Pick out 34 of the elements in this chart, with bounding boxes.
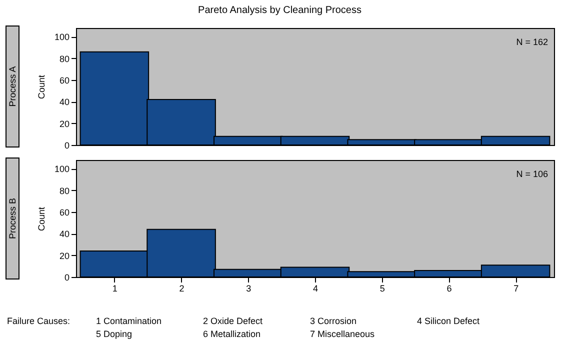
y-tick-label: 60 bbox=[59, 76, 70, 86]
annotation: N = 106 bbox=[516, 169, 548, 179]
y-tick-label: 20 bbox=[59, 250, 70, 261]
x-tick-label: 1 bbox=[112, 284, 118, 294]
y-tick-label: 20 bbox=[59, 118, 70, 129]
x-tick-label: 6 bbox=[446, 284, 452, 294]
y-tick-label: 60 bbox=[59, 208, 70, 218]
text: 7 Miscellaneous bbox=[310, 329, 376, 339]
text: 1 Contamination bbox=[96, 316, 162, 326]
text: 3 Corrosion bbox=[310, 316, 357, 326]
x-tick-label: 5 bbox=[380, 284, 385, 294]
x-tick-label: 4 bbox=[312, 284, 318, 294]
y-tick-label: 40 bbox=[59, 97, 70, 108]
text: 2 Oxide Defect bbox=[203, 316, 264, 326]
y-tick-label: 0 bbox=[64, 272, 70, 282]
y-axis-title: Count bbox=[36, 74, 46, 100]
text: Failure Causes: bbox=[7, 316, 70, 326]
y-tick-label: 40 bbox=[59, 229, 70, 240]
chart-title: Pareto Analysis by Cleaning Process bbox=[198, 5, 362, 16]
x-tick-label: 7 bbox=[514, 284, 519, 294]
y-tick-label: 100 bbox=[54, 32, 70, 42]
text: 6 Metallization bbox=[203, 329, 261, 339]
text: Process A bbox=[8, 66, 18, 107]
annotation: N = 162 bbox=[516, 37, 548, 47]
y-axis-title: Count bbox=[36, 206, 46, 232]
y-tick-label: 80 bbox=[59, 54, 70, 64]
y-tick-label: 80 bbox=[59, 186, 70, 196]
text: 5 Doping bbox=[96, 329, 132, 339]
x-tick-label: 2 bbox=[179, 284, 184, 294]
text: 4 Silicon Defect bbox=[417, 316, 480, 326]
x-tick-label: 3 bbox=[246, 284, 252, 294]
y-tick-label: 0 bbox=[64, 140, 70, 150]
text: Process B bbox=[8, 198, 18, 240]
y-tick-label: 100 bbox=[54, 164, 70, 174]
